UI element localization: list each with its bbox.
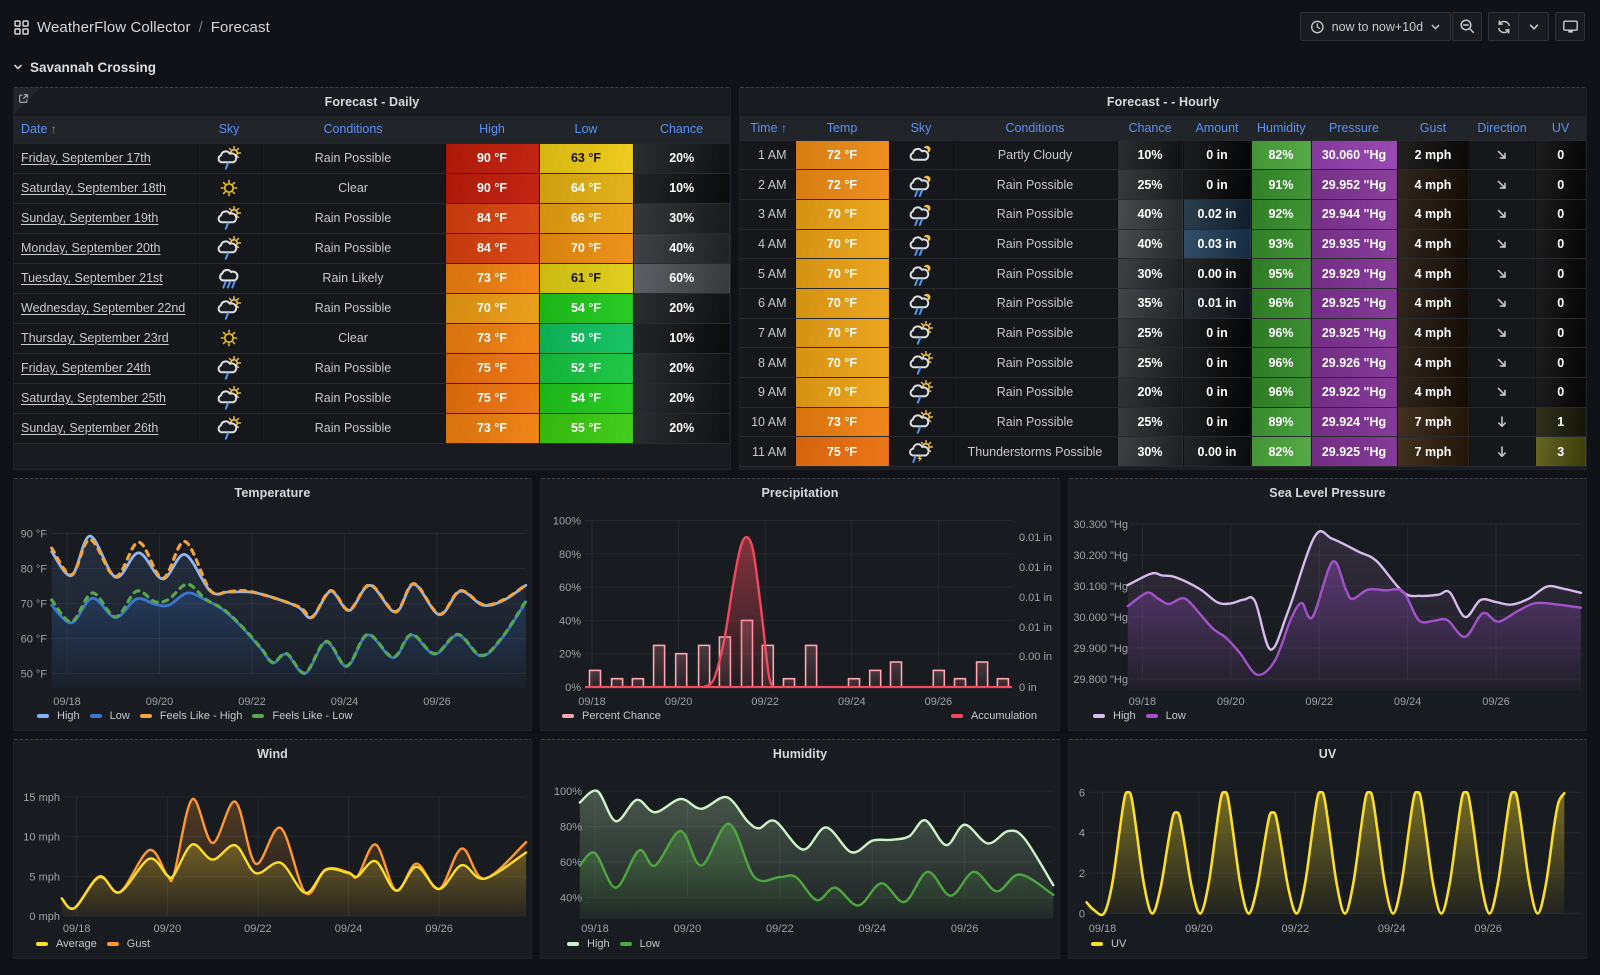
- svg-text:6: 6: [1079, 787, 1085, 799]
- svg-text:09/24: 09/24: [1378, 923, 1406, 935]
- svg-text:2: 2: [1079, 868, 1085, 880]
- svg-text:09/20: 09/20: [674, 923, 702, 935]
- svg-text:09/18: 09/18: [578, 696, 606, 708]
- svg-text:0 in: 0 in: [1019, 682, 1037, 694]
- svg-text:40%: 40%: [559, 615, 581, 627]
- svg-text:0.01 in: 0.01 in: [1019, 592, 1052, 604]
- svg-text:09/26: 09/26: [951, 923, 979, 935]
- svg-text:09/24: 09/24: [335, 923, 363, 935]
- svg-text:30.300 "Hg: 30.300 "Hg: [1073, 519, 1128, 531]
- svg-text:20%: 20%: [559, 649, 581, 661]
- svg-text:0.01 in: 0.01 in: [1019, 562, 1052, 574]
- svg-text:09/20: 09/20: [1217, 696, 1245, 708]
- svg-text:09/22: 09/22: [1305, 696, 1333, 708]
- svg-text:09/26: 09/26: [1482, 696, 1510, 708]
- svg-text:0.00 in: 0.00 in: [1019, 651, 1052, 663]
- svg-text:60%: 60%: [560, 857, 582, 869]
- svg-text:0: 0: [1079, 909, 1085, 921]
- svg-text:09/18: 09/18: [63, 923, 91, 935]
- svg-text:09/24: 09/24: [1394, 696, 1422, 708]
- svg-text:90 °F: 90 °F: [21, 529, 48, 541]
- svg-text:30.000 "Hg: 30.000 "Hg: [1073, 612, 1128, 624]
- svg-text:60 °F: 60 °F: [21, 634, 48, 646]
- svg-text:0 mph: 0 mph: [29, 911, 60, 923]
- svg-text:09/22: 09/22: [1282, 923, 1310, 935]
- svg-text:29.900 "Hg: 29.900 "Hg: [1073, 643, 1128, 655]
- svg-text:15 mph: 15 mph: [23, 792, 60, 804]
- svg-text:60%: 60%: [559, 582, 581, 594]
- svg-text:09/20: 09/20: [146, 696, 174, 708]
- svg-text:100%: 100%: [553, 516, 581, 528]
- svg-text:09/22: 09/22: [244, 923, 272, 935]
- svg-text:09/22: 09/22: [238, 696, 266, 708]
- svg-text:09/26: 09/26: [425, 923, 453, 935]
- svg-text:80%: 80%: [559, 549, 581, 561]
- svg-text:40%: 40%: [560, 893, 582, 905]
- svg-text:09/26: 09/26: [1474, 923, 1502, 935]
- svg-text:09/20: 09/20: [1185, 923, 1213, 935]
- svg-text:0.01 in: 0.01 in: [1019, 622, 1052, 634]
- svg-text:09/24: 09/24: [858, 923, 886, 935]
- svg-text:50 °F: 50 °F: [21, 669, 48, 681]
- svg-text:09/22: 09/22: [751, 696, 779, 708]
- svg-text:4: 4: [1079, 828, 1085, 840]
- svg-text:29.800 "Hg: 29.800 "Hg: [1073, 674, 1128, 686]
- svg-text:0%: 0%: [565, 682, 581, 694]
- svg-text:0.01 in: 0.01 in: [1019, 532, 1052, 544]
- svg-text:09/18: 09/18: [1129, 696, 1157, 708]
- svg-text:09/18: 09/18: [1089, 923, 1117, 935]
- svg-text:30.200 "Hg: 30.200 "Hg: [1073, 550, 1128, 562]
- svg-text:09/24: 09/24: [331, 696, 359, 708]
- svg-text:09/20: 09/20: [665, 696, 693, 708]
- svg-text:80%: 80%: [560, 822, 582, 834]
- svg-text:09/26: 09/26: [925, 696, 953, 708]
- svg-text:09/26: 09/26: [423, 696, 451, 708]
- svg-text:70 °F: 70 °F: [21, 599, 48, 611]
- svg-text:09/24: 09/24: [838, 696, 866, 708]
- svg-text:5 mph: 5 mph: [29, 871, 60, 883]
- svg-text:10 mph: 10 mph: [23, 832, 60, 844]
- svg-text:09/18: 09/18: [581, 923, 609, 935]
- svg-text:80 °F: 80 °F: [21, 564, 48, 576]
- svg-text:09/20: 09/20: [154, 923, 182, 935]
- svg-text:100%: 100%: [554, 786, 582, 798]
- svg-text:09/18: 09/18: [53, 696, 81, 708]
- svg-text:30.100 "Hg: 30.100 "Hg: [1073, 581, 1128, 593]
- svg-text:09/22: 09/22: [766, 923, 794, 935]
